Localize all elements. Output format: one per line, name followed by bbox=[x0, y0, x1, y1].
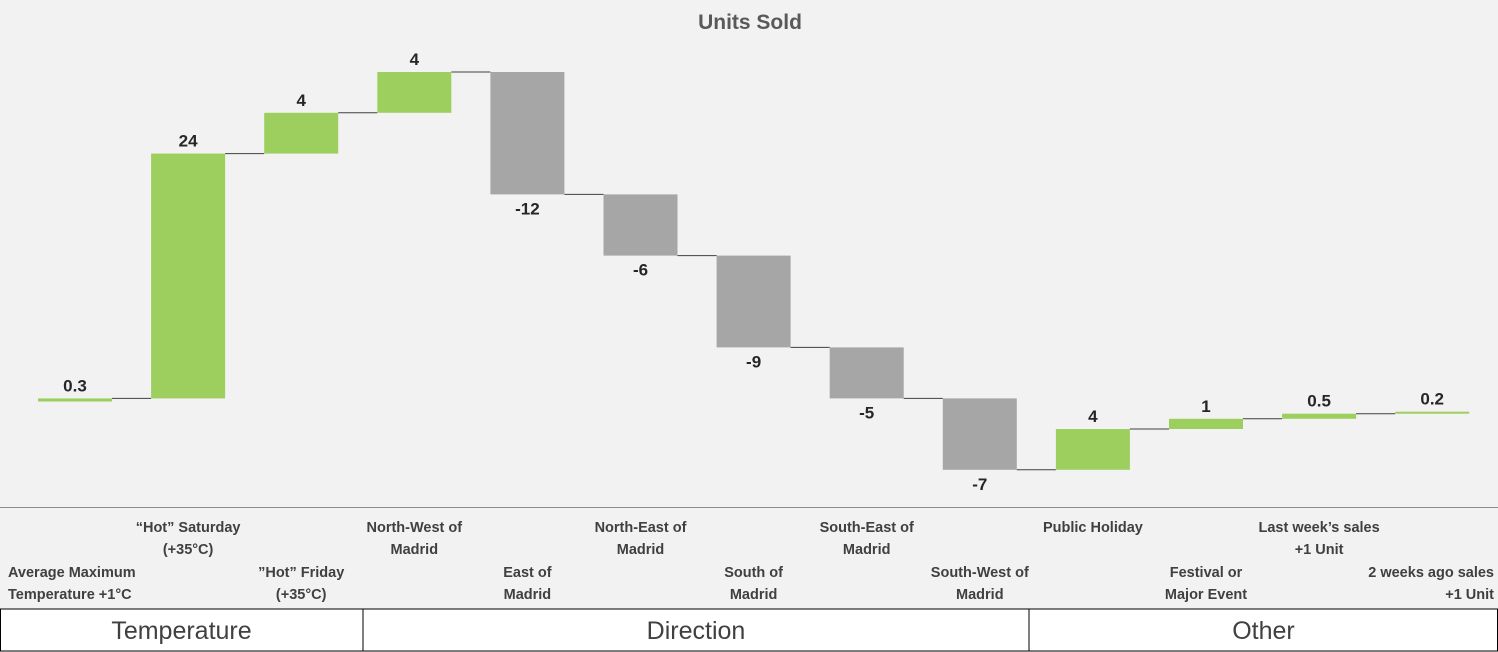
value-label-0: 0.3 bbox=[63, 376, 87, 395]
category-label-5: North-East of Madrid bbox=[595, 520, 687, 558]
group-label-1: Direction bbox=[647, 617, 746, 645]
category-label-6: South of Madrid bbox=[724, 565, 783, 603]
bar-12 bbox=[1395, 411, 1470, 414]
value-labels: 0.3 24 4 4 -12 -6 -9 -5 -7 4 1 0.5 0.2 bbox=[63, 50, 1444, 494]
bar-11 bbox=[1282, 413, 1357, 419]
category-label-10: Festival or Major Event bbox=[1165, 565, 1247, 603]
value-label-1: 24 bbox=[179, 132, 198, 151]
value-label-3: 4 bbox=[410, 50, 420, 69]
category-label-3: North-West of Madrid bbox=[367, 520, 463, 558]
bar-10 bbox=[1169, 418, 1243, 429]
bar-6 bbox=[716, 255, 791, 348]
category-label-7: South-East of Madrid bbox=[820, 520, 914, 558]
group-table-frame bbox=[0, 608, 1498, 652]
category-label-4: East of Madrid bbox=[503, 565, 552, 603]
value-label-12: 0.2 bbox=[1420, 390, 1444, 409]
bar-7 bbox=[829, 347, 904, 399]
value-label-5: -6 bbox=[633, 261, 648, 280]
bar-2 bbox=[264, 112, 339, 154]
bars bbox=[38, 72, 1470, 470]
group-label-0: Temperature bbox=[111, 617, 251, 645]
category-label-8: South-West of Madrid bbox=[931, 565, 1029, 603]
category-label-9: Public Holiday bbox=[1043, 520, 1143, 536]
chart-title: Units Sold bbox=[698, 11, 802, 34]
bar-1 bbox=[151, 153, 226, 399]
connector-lines bbox=[0, 71, 1498, 508]
value-label-10: 1 bbox=[1201, 397, 1210, 416]
bar-9 bbox=[1055, 429, 1130, 470]
bar-8 bbox=[942, 398, 1017, 470]
value-label-11: 0.5 bbox=[1307, 392, 1331, 411]
value-label-6: -9 bbox=[746, 352, 761, 371]
bar-5 bbox=[603, 194, 678, 256]
bar-4 bbox=[490, 72, 565, 195]
value-label-4: -12 bbox=[515, 199, 540, 218]
value-label-7: -5 bbox=[859, 403, 874, 422]
value-label-9: 4 bbox=[1088, 407, 1098, 426]
category-label-11: Last week’s sales +1 Unit bbox=[1259, 520, 1380, 558]
category-label-2: ”Hot” Friday (+35°C) bbox=[258, 565, 344, 603]
group-label-2: Other bbox=[1232, 617, 1295, 645]
group-table: Temperature Direction Other bbox=[0, 608, 1498, 652]
category-label-1: “Hot” Saturday (+35°C) bbox=[136, 520, 241, 558]
bar-3 bbox=[377, 72, 452, 113]
category-labels: Average Maximum Temperature +1°C“Hot” Sat… bbox=[8, 520, 1494, 603]
value-label-8: -7 bbox=[972, 475, 987, 494]
value-label-2: 4 bbox=[296, 91, 306, 110]
category-label-12: 2 weeks ago sales +1 Unit bbox=[1368, 565, 1494, 603]
category-label-0: Average Maximum Temperature +1°C bbox=[8, 565, 136, 603]
bar-0 bbox=[38, 398, 112, 402]
